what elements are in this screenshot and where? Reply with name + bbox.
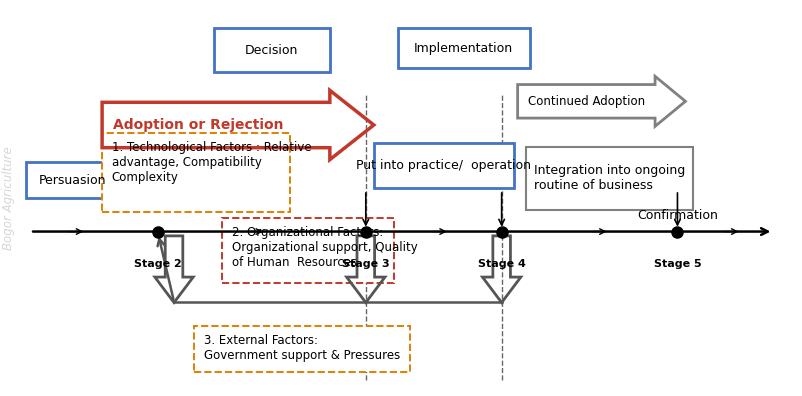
- Text: 2. Organizational Factors:
Organizational support, Quality
of Human  Resources: 2. Organizational Factors: Organizationa…: [232, 226, 417, 268]
- FancyBboxPatch shape: [222, 218, 394, 283]
- FancyBboxPatch shape: [374, 143, 513, 188]
- Text: Integration into ongoing
routine of business: Integration into ongoing routine of busi…: [533, 164, 685, 192]
- Text: Stage 5: Stage 5: [654, 259, 701, 269]
- FancyBboxPatch shape: [214, 29, 330, 72]
- Text: Stage 4: Stage 4: [478, 259, 525, 269]
- Text: Bogor Agriculture: Bogor Agriculture: [2, 146, 15, 250]
- FancyBboxPatch shape: [525, 147, 694, 210]
- FancyBboxPatch shape: [102, 133, 290, 212]
- Text: Put into practice/  operation: Put into practice/ operation: [356, 159, 531, 172]
- FancyBboxPatch shape: [194, 326, 410, 371]
- Text: 3. External Factors:
Government support & Pressures: 3. External Factors: Government support …: [204, 334, 400, 362]
- Text: Continued Adoption: Continued Adoption: [528, 95, 645, 108]
- Text: Decision: Decision: [245, 44, 298, 57]
- Text: Persuasion: Persuasion: [38, 174, 106, 187]
- Text: Confirmation: Confirmation: [637, 209, 718, 222]
- FancyBboxPatch shape: [26, 162, 118, 198]
- Text: Implementation: Implementation: [414, 42, 513, 55]
- FancyBboxPatch shape: [398, 29, 529, 68]
- Text: Adoption or Rejection: Adoption or Rejection: [112, 118, 283, 132]
- Text: Stage 2: Stage 2: [134, 259, 182, 269]
- Text: Stage 3: Stage 3: [342, 259, 390, 269]
- Text: 1. Technological Factors : Relative
advantage, Compatibility
Complexity: 1. Technological Factors : Relative adva…: [111, 141, 311, 184]
